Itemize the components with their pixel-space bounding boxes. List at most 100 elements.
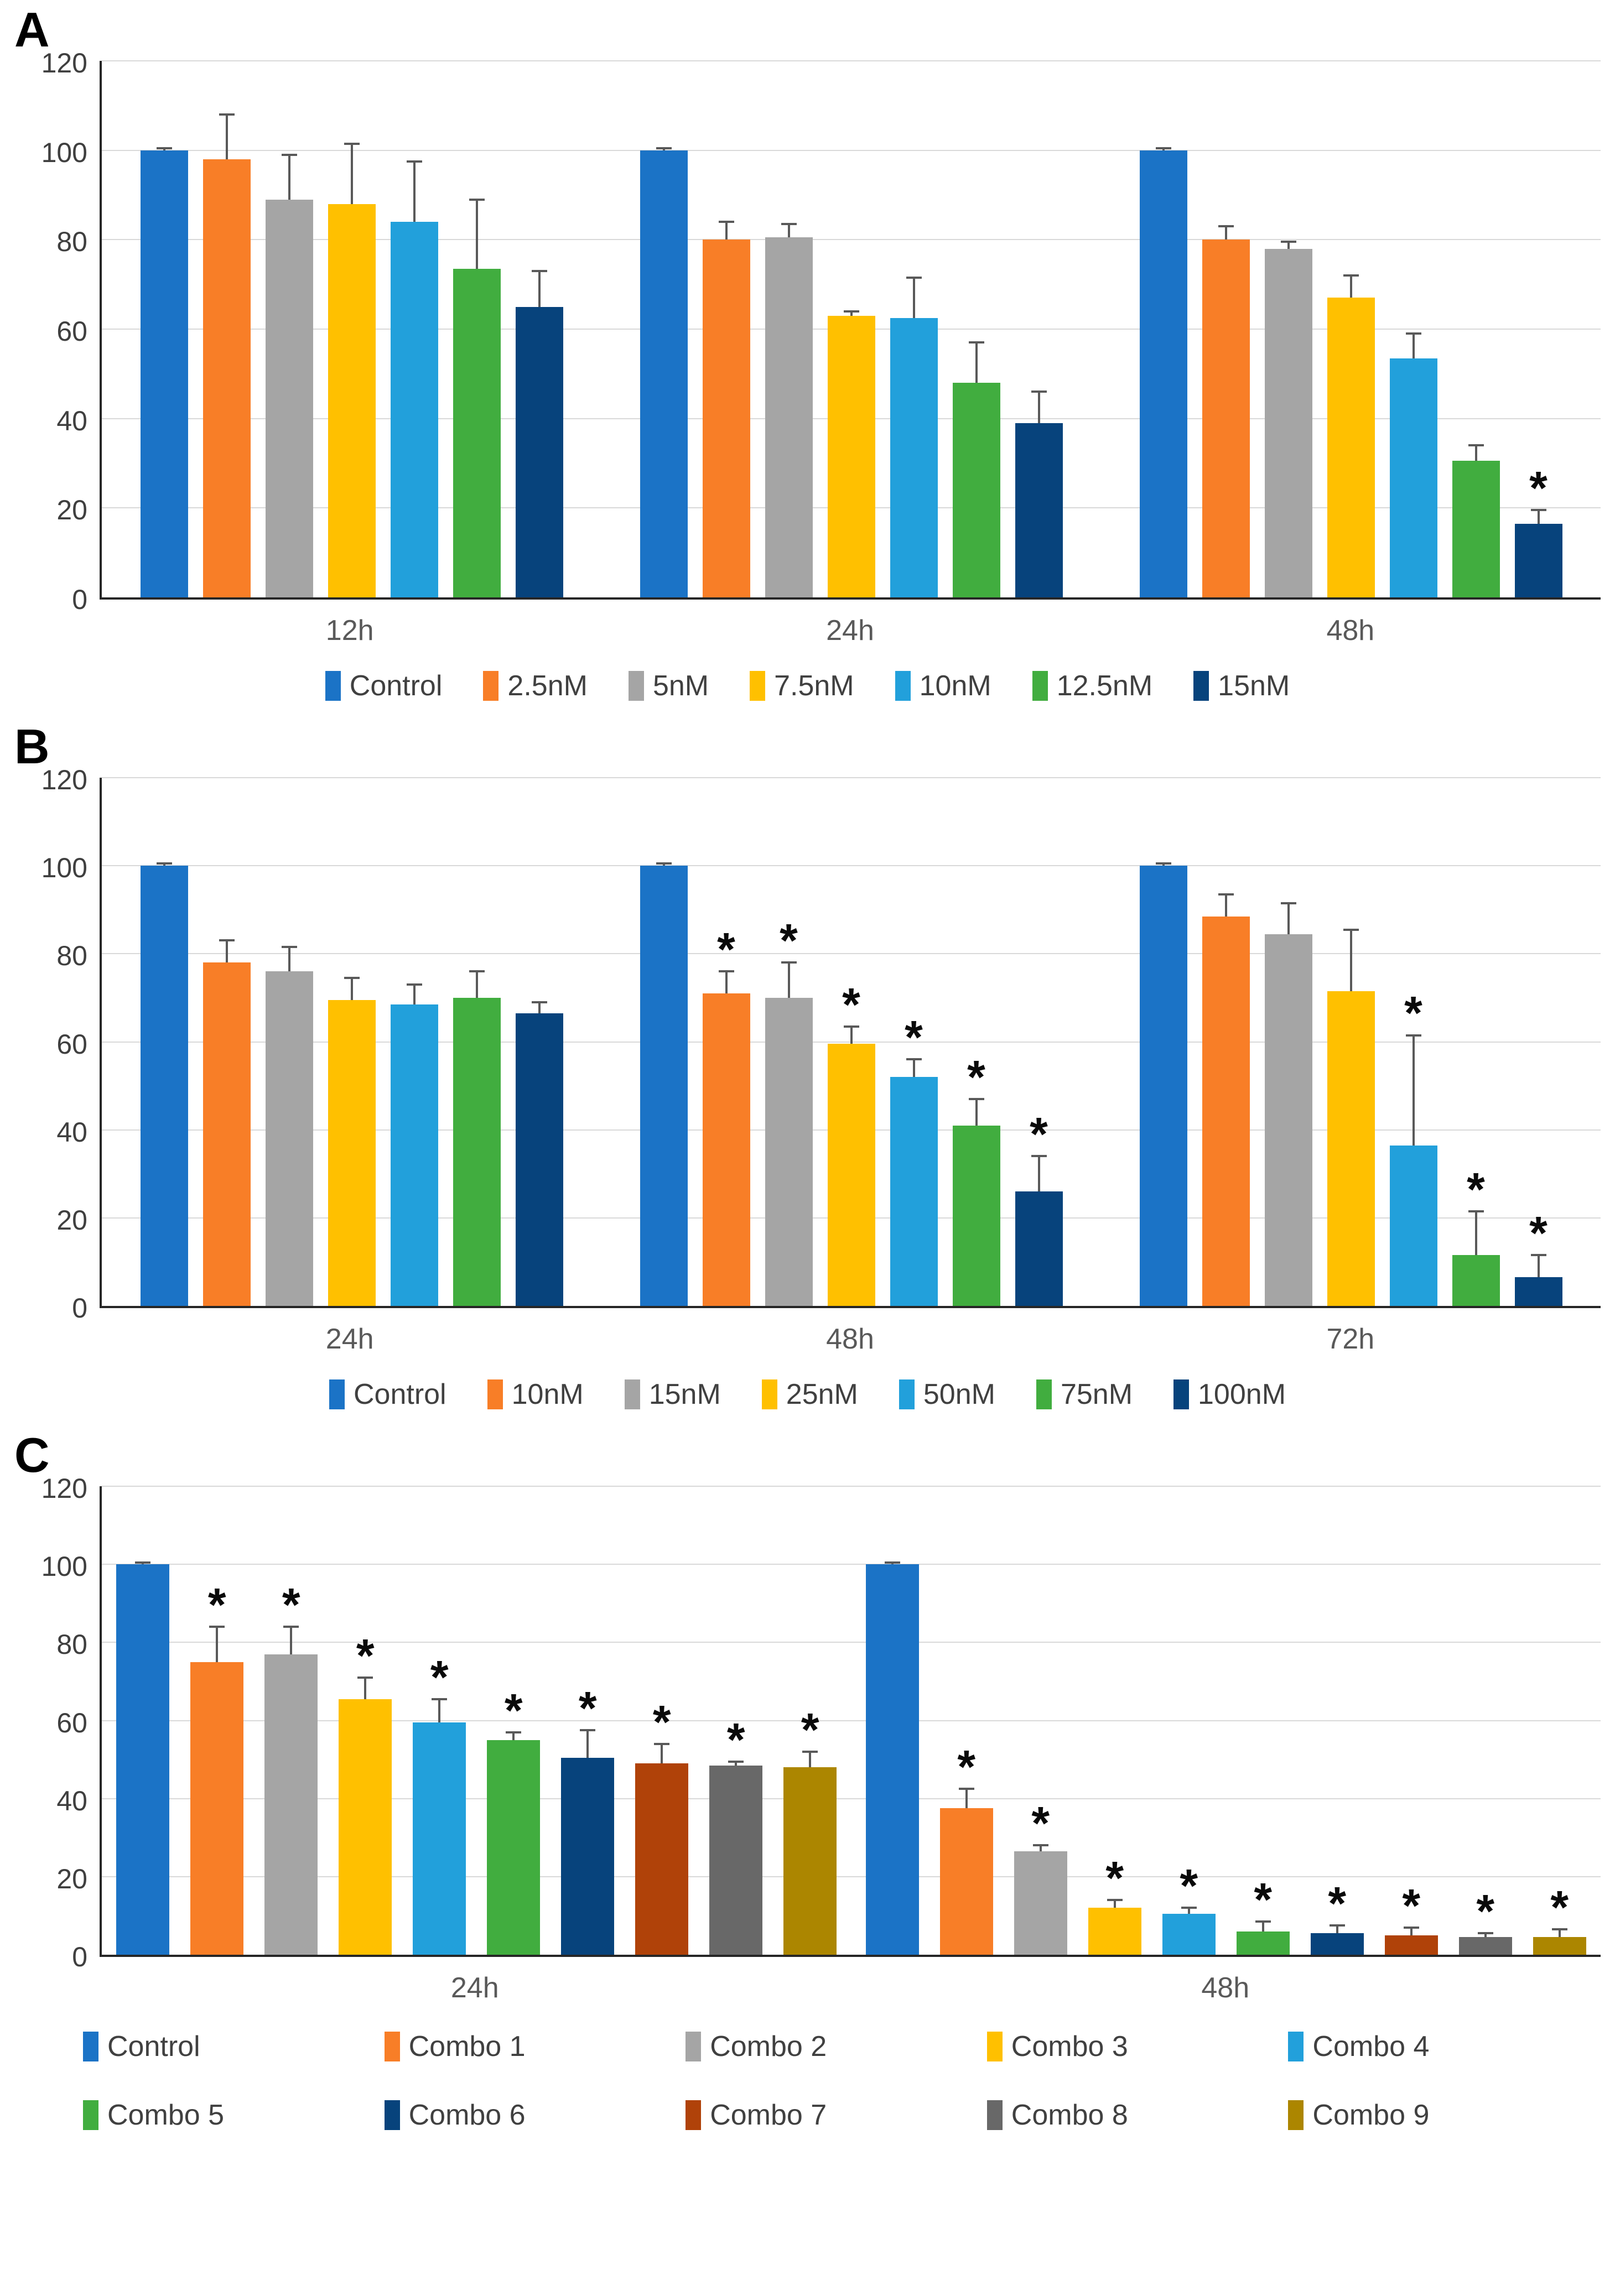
y-tick-label: 0 xyxy=(72,584,87,615)
error-bar-stem xyxy=(1537,510,1540,524)
significance-asterisk: * xyxy=(1030,1108,1048,1160)
bar-slot xyxy=(140,778,188,1306)
error-bar-stem xyxy=(1037,392,1040,423)
y-tick-label: 20 xyxy=(56,1204,87,1236)
panel-a-plot-area: * xyxy=(100,60,1601,600)
x-category-label: 24h xyxy=(325,1323,374,1355)
error-bar-cap xyxy=(656,862,672,865)
error-bar-stem xyxy=(290,1627,293,1654)
error-bar-stem xyxy=(216,1627,219,1662)
bar-slot xyxy=(453,778,501,1306)
gridline xyxy=(102,1798,1601,1799)
bar-Combo 4-24h xyxy=(413,1722,466,1955)
panel-c-legend: Control Combo 1 Combo 2 Combo 3 Combo 4 Combo… xyxy=(83,2030,1549,2132)
legend-label: Combo 9 xyxy=(1312,2099,1430,2131)
bar-slot xyxy=(640,778,688,1306)
error-bar-cap xyxy=(283,1626,299,1628)
error-bar-cap xyxy=(1155,862,1171,865)
bar-5nM-24h xyxy=(765,237,813,597)
bar-slot: * xyxy=(1162,1486,1216,1955)
y-tick-label: 20 xyxy=(56,1863,87,1894)
error-bar-cap xyxy=(1155,147,1171,149)
bar-slot: * xyxy=(783,1486,837,1955)
legend-label: Combo 4 xyxy=(1312,2031,1430,2063)
error-bar-stem xyxy=(965,1789,968,1809)
error-bar-stem xyxy=(725,222,728,240)
y-tick-label: 60 xyxy=(56,1028,87,1060)
legend-item-5nM: 5nM xyxy=(628,669,709,702)
bar-slot xyxy=(702,61,750,597)
bar-25nM-24h xyxy=(328,999,376,1306)
bar-Control-48h xyxy=(1139,150,1187,597)
legend-chip xyxy=(1288,2100,1304,2130)
bar-15nM-48h xyxy=(1514,523,1562,597)
legend-chip xyxy=(628,671,644,701)
legend-chip xyxy=(325,671,341,701)
error-bar-cap xyxy=(906,1058,922,1061)
legend-label: Combo 6 xyxy=(408,2099,526,2131)
legend-chip xyxy=(1288,2032,1304,2061)
legend-label: 10nM xyxy=(511,1378,584,1410)
bar-slot: * xyxy=(702,778,750,1306)
y-tick-label: 80 xyxy=(56,226,87,258)
legend-item-Combo 3: Combo 3 xyxy=(986,2030,1248,2063)
panel-c-x-axis: 24h 48h xyxy=(0,1971,1615,2005)
panel-a-letter: A xyxy=(14,2,50,57)
bar-slot: * xyxy=(890,778,938,1306)
legend-label: Combo 3 xyxy=(1011,2031,1128,2063)
significance-asterisk: * xyxy=(717,923,735,976)
legend-item-50nM: 50nM xyxy=(899,1378,995,1411)
error-bar-cap xyxy=(1551,1928,1567,1931)
error-bar-cap xyxy=(728,1760,744,1763)
significance-asterisk: * xyxy=(207,1579,226,1631)
bar-slot: * xyxy=(561,1486,615,1955)
bar-slot: * xyxy=(339,1486,392,1955)
error-bar-stem xyxy=(225,940,228,963)
x-category-label: 48h xyxy=(826,1323,874,1355)
bar-10nM-24h xyxy=(890,317,938,597)
error-bar-stem xyxy=(364,1677,367,1699)
legend-chip xyxy=(986,2032,1003,2061)
bar-Combo 2-48h xyxy=(1014,1851,1067,1955)
error-bar-stem xyxy=(1537,1255,1540,1278)
bar-slot: * xyxy=(709,1486,763,1955)
legend-chip xyxy=(761,1379,777,1409)
y-tick-label: 80 xyxy=(56,1629,87,1660)
legend-chip xyxy=(1036,1379,1052,1409)
error-bar-cap xyxy=(219,113,235,116)
error-bar-cap xyxy=(219,939,235,942)
bar-slot xyxy=(1202,61,1250,597)
bar-slot xyxy=(390,61,438,597)
significance-asterisk: * xyxy=(726,1713,745,1766)
x-category-label: 24h xyxy=(450,1972,499,2004)
bar-12.5nM-12h xyxy=(453,268,501,597)
y-tick-label: 120 xyxy=(41,48,87,79)
y-tick-label: 60 xyxy=(56,1707,87,1738)
panel-c-letter: C xyxy=(14,1428,50,1482)
bar-10nM-72h xyxy=(1202,916,1250,1306)
error-bar-stem xyxy=(787,962,790,998)
y-tick-label: 0 xyxy=(72,1941,87,1972)
error-bar-stem xyxy=(1261,1922,1264,1931)
panel-c-category-labels: 24h 48h xyxy=(100,1971,1601,2005)
error-bar-cap xyxy=(1468,444,1484,447)
error-bar-stem xyxy=(512,1732,515,1740)
error-bar-stem xyxy=(1037,1156,1040,1192)
bar-slot: * xyxy=(1452,778,1500,1306)
error-bar-cap xyxy=(531,269,547,272)
error-bar-stem xyxy=(1412,1035,1415,1146)
bar-slot: * xyxy=(264,1486,318,1955)
legend-label: 25nM xyxy=(786,1378,858,1410)
significance-asterisk: * xyxy=(504,1684,523,1736)
error-bar-cap xyxy=(281,946,297,949)
bar-Combo 3-24h xyxy=(339,1699,392,1955)
panel-b-letter: B xyxy=(14,719,50,774)
error-bar-cap xyxy=(884,1561,900,1564)
bar-25nM-72h xyxy=(1327,991,1375,1306)
legend-item-25nM: 25nM xyxy=(761,1378,858,1411)
legend-label: 15nM xyxy=(648,1378,721,1410)
error-bar-cap xyxy=(469,198,485,201)
y-tick-label: 120 xyxy=(41,764,87,795)
error-bar-stem xyxy=(975,342,978,383)
legend-label: 2.5nM xyxy=(507,670,588,702)
